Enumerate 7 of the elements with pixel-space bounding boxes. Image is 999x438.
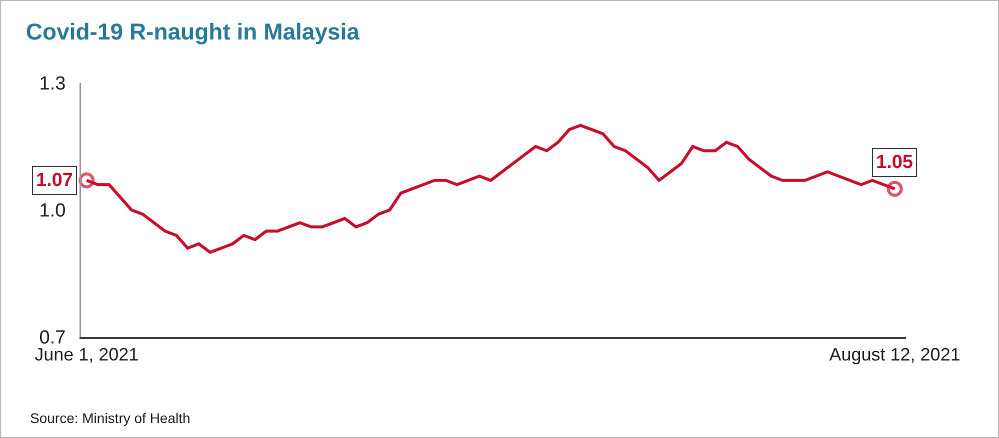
source-note: Source: Ministry of Health [30, 410, 190, 426]
y-tick-label: 1.3 [39, 74, 66, 95]
y-tick-label: 1.0 [39, 200, 66, 222]
data-label: 1.05 [876, 152, 914, 173]
chart-title: Covid-19 R-naught in Malaysia [26, 18, 360, 45]
x-tick-label: August 12, 2021 [829, 344, 960, 365]
data-label: 1.07 [36, 170, 73, 191]
